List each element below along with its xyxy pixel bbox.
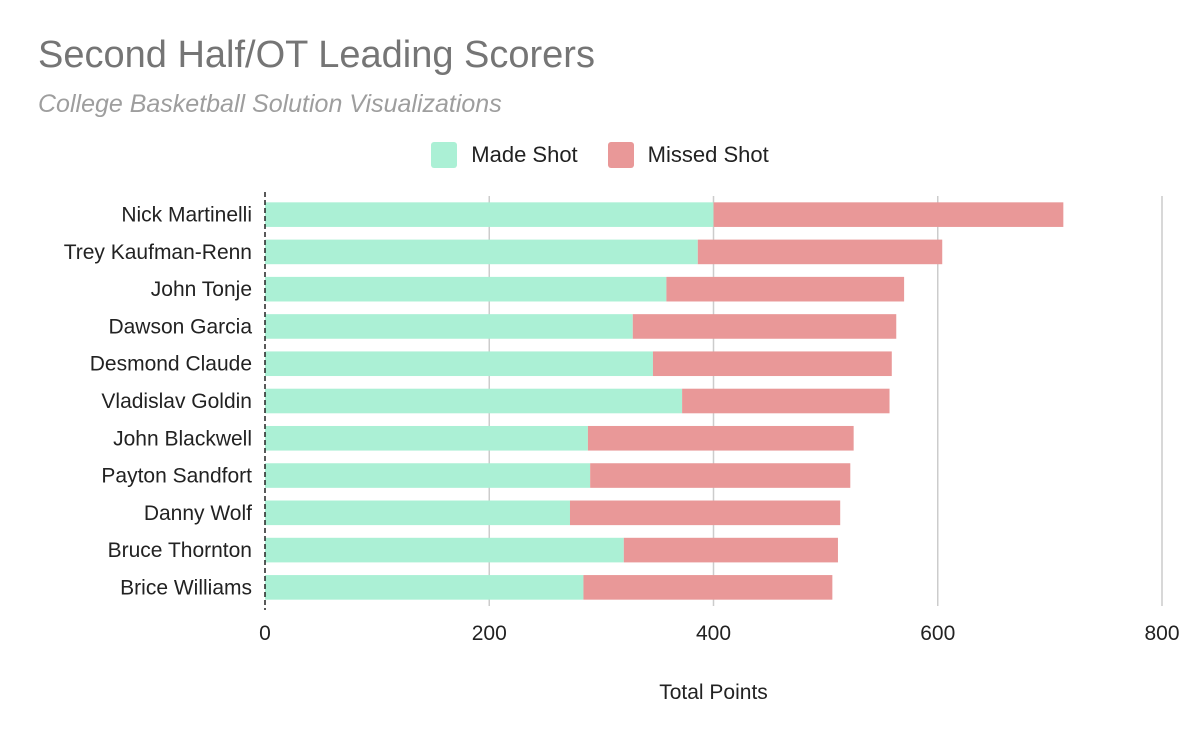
legend-label-made: Made Shot (471, 142, 578, 167)
bar-missed (666, 276, 905, 302)
y-tick-label: Dawson Garcia (108, 315, 252, 338)
y-tick-label: Vladislav Goldin (101, 390, 252, 413)
legend-item-made: Made Shot (431, 142, 578, 168)
chart-title: Second Half/OT Leading Scorers (38, 34, 595, 76)
y-tick-label: Trey Kaufman-Renn (64, 241, 252, 264)
x-tick-label: 400 (696, 622, 731, 645)
legend-swatch-missed (607, 142, 634, 168)
bar-made (265, 276, 667, 302)
y-tick-label: Danny Wolf (144, 502, 252, 525)
y-tick-label: Brice Williams (120, 576, 252, 599)
x-tick-label: 800 (1144, 622, 1179, 645)
legend: Made Shot Missed Shot (0, 142, 1200, 168)
x-axis-title: Total Points (659, 681, 768, 704)
x-tick-label: 0 (259, 622, 271, 645)
bar-missed (587, 425, 854, 451)
y-tick-label: Payton Sandfort (101, 465, 252, 488)
legend-swatch-made (431, 142, 458, 168)
y-tick-label: Bruce Thornton (108, 539, 252, 562)
y-tick-label: Desmond Claude (90, 353, 252, 376)
bar-missed (713, 202, 1064, 227)
bar-missed (583, 575, 833, 600)
bar-missed (652, 351, 892, 377)
bar-missed (623, 537, 838, 563)
y-tick-label: Nick Martinelli (121, 204, 252, 227)
bar-made (265, 314, 633, 339)
legend-item-missed: Missed Shot (607, 142, 769, 168)
bar-missed (569, 500, 841, 526)
legend-label-missed: Missed Shot (647, 142, 769, 167)
bar-missed (590, 463, 851, 488)
bar-made (265, 537, 624, 563)
y-tick-label: John Blackwell (113, 427, 252, 450)
bar-made (265, 463, 591, 488)
bar-made (265, 500, 570, 526)
bar-made (265, 575, 584, 600)
bar-made (265, 202, 714, 227)
bar-missed (682, 388, 890, 414)
bar-made (265, 239, 698, 265)
x-tick-label: 200 (472, 622, 507, 645)
bar-missed (697, 239, 943, 265)
chart-subtitle: College Basketball Solution Visualizatio… (38, 90, 502, 118)
bar-made (265, 351, 653, 377)
x-tick-label: 600 (920, 622, 955, 645)
bar-made (265, 388, 683, 414)
y-tick-label: John Tonje (151, 278, 252, 301)
bar-missed (632, 314, 897, 339)
bar-made (265, 425, 588, 451)
